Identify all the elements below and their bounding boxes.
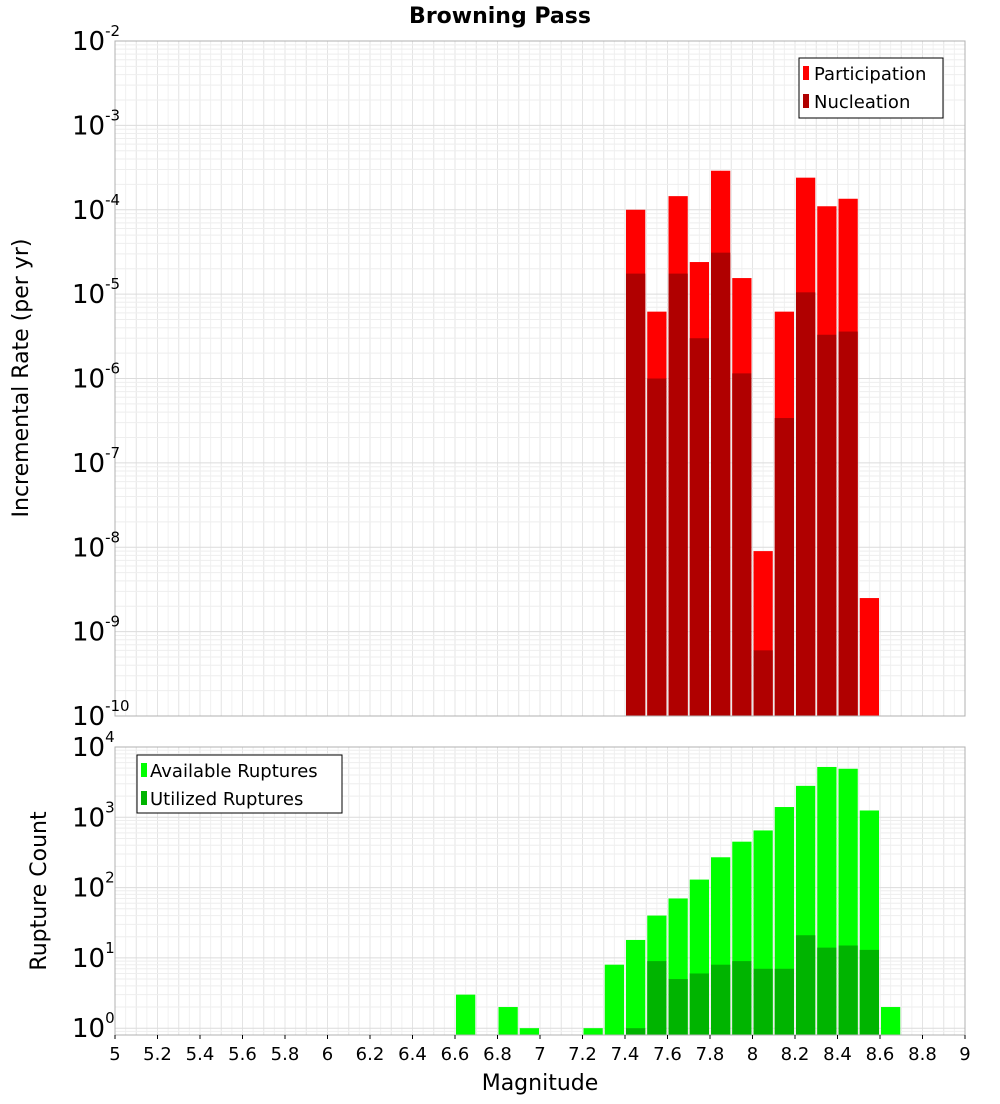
top-y-tick-label: 10-4 — [72, 191, 120, 226]
x-tick-label: 8.4 — [823, 1044, 852, 1065]
x-tick-label: 8 — [747, 1044, 758, 1065]
x-tick-label: 7.6 — [653, 1044, 682, 1065]
x-tick-label: 5.6 — [228, 1044, 257, 1065]
top-y-tick-label: 10-9 — [72, 613, 120, 648]
top-bar-series2 — [838, 331, 858, 716]
bottom-bar-series2 — [774, 968, 794, 1035]
top-y-axis-label: Incremental Rate (per yr) — [9, 239, 34, 518]
bottom-bar-series2 — [817, 947, 837, 1035]
legend-swatch-nucleation — [803, 94, 809, 108]
x-tick-label: 7.2 — [568, 1044, 597, 1065]
top-bar-series2 — [689, 338, 709, 716]
top-legend: Participation Nucleation — [798, 57, 944, 119]
x-tick-label: 9 — [959, 1044, 970, 1065]
bottom-bar-series2 — [689, 973, 709, 1035]
x-tick-label: 5.8 — [271, 1044, 300, 1065]
bottom-y-tick-label: 102 — [72, 869, 115, 904]
top-bar-series2 — [647, 378, 667, 716]
x-tick-label: 7.4 — [611, 1044, 640, 1065]
x-tick-label: 8.8 — [908, 1044, 937, 1065]
top-y-tick-label: 10-2 — [72, 22, 120, 57]
bottom-bar-series2 — [711, 964, 731, 1035]
bottom-y-tick-label: 101 — [72, 939, 115, 974]
bottom-bars — [456, 766, 901, 1035]
legend-label-participation: Participation — [814, 64, 926, 85]
x-tick-label: 6 — [322, 1044, 333, 1065]
x-axis-label: Magnitude — [482, 1071, 599, 1096]
legend-label-nucleation: Nucleation — [814, 92, 910, 113]
bottom-bar-series1 — [583, 1028, 603, 1035]
top-bar-series2 — [711, 252, 731, 716]
top-bar-series1 — [859, 598, 879, 716]
bottom-bar-series2 — [732, 961, 752, 1035]
top-bars — [626, 170, 879, 717]
top-plot-frame — [114, 40, 966, 717]
bottom-bar-series2 — [668, 979, 688, 1035]
legend-swatch-participation — [803, 66, 809, 80]
legend-label-utilized: Utilized Ruptures — [150, 789, 303, 810]
x-tick-label: 5 — [109, 1044, 120, 1065]
bottom-bar-series2 — [796, 935, 816, 1035]
top-y-tick-label: 10-7 — [72, 444, 120, 479]
top-bar-series2 — [753, 650, 773, 716]
bottom-bar-series2 — [626, 1028, 646, 1035]
bottom-bar-series2 — [859, 949, 879, 1035]
top-bar-series2 — [774, 418, 794, 716]
top-y-tick-label: 10-3 — [72, 106, 120, 141]
x-tick-label: 8.2 — [781, 1044, 810, 1065]
top-bar-series2 — [668, 273, 688, 716]
bottom-y-axis-label: Rupture Count — [27, 811, 52, 971]
bottom-bar-series2 — [753, 968, 773, 1035]
x-tick-label: 5.2 — [143, 1044, 172, 1065]
top-bar-series2 — [796, 292, 816, 716]
bottom-y-tick-label: 104 — [72, 728, 115, 763]
top-y-tick-label: 10-10 — [72, 697, 130, 732]
x-tick-label: 6.4 — [398, 1044, 427, 1065]
top-bar-series2 — [817, 334, 837, 716]
top-bar-series2 — [626, 273, 646, 716]
x-tick-label: 6.6 — [441, 1044, 470, 1065]
x-tick-label: 5.4 — [186, 1044, 215, 1065]
legend-label-available: Available Ruptures — [150, 761, 318, 782]
bottom-bar-series2 — [647, 961, 667, 1035]
bottom-bar-series1 — [604, 964, 624, 1035]
x-tick-label: 6.2 — [356, 1044, 385, 1065]
x-tick-label: 8.6 — [866, 1044, 895, 1065]
chart-title: Browning Pass — [409, 4, 591, 29]
top-y-tick-label: 10-6 — [72, 360, 120, 395]
top-legend-box — [798, 57, 944, 119]
bottom-y-ticks: 100 101 102 103 104 — [72, 728, 115, 1044]
bottom-bar-series1 — [498, 1007, 518, 1035]
bottom-legend-box — [136, 754, 343, 814]
bottom-y-tick-label: 103 — [72, 798, 115, 833]
legend-swatch-utilized — [141, 791, 147, 805]
top-grid — [114, 40, 966, 717]
bottom-bar-series1 — [519, 1028, 539, 1035]
top-y-tick-label: 10-8 — [72, 528, 120, 563]
bottom-y-tick-label: 100 — [72, 1009, 115, 1044]
x-tick-label: 7.8 — [696, 1044, 725, 1065]
x-ticks: 5 5.2 5.4 5.6 5.8 6 6.2 6.4 6.6 6.8 7 7.2 7.4 7.6 7.8 8… — [109, 1035, 971, 1065]
legend-swatch-available — [141, 763, 147, 777]
top-y-ticks: 10-10 10-9 10-8 10-7 10-6 10-5 10-4 10-3 10-2 — [72, 22, 130, 732]
x-tick-label: 7 — [534, 1044, 545, 1065]
bottom-bar-series1 — [456, 994, 476, 1035]
top-y-tick-label: 10-5 — [72, 275, 120, 310]
bottom-bar-series2 — [838, 945, 858, 1035]
top-bar-series2 — [732, 373, 752, 716]
x-tick-label: 6.8 — [483, 1044, 512, 1065]
bottom-bar-series1 — [626, 939, 646, 1035]
bottom-bar-series1 — [881, 1007, 901, 1035]
bottom-legend: Available Ruptures Utilized Ruptures — [136, 754, 343, 814]
